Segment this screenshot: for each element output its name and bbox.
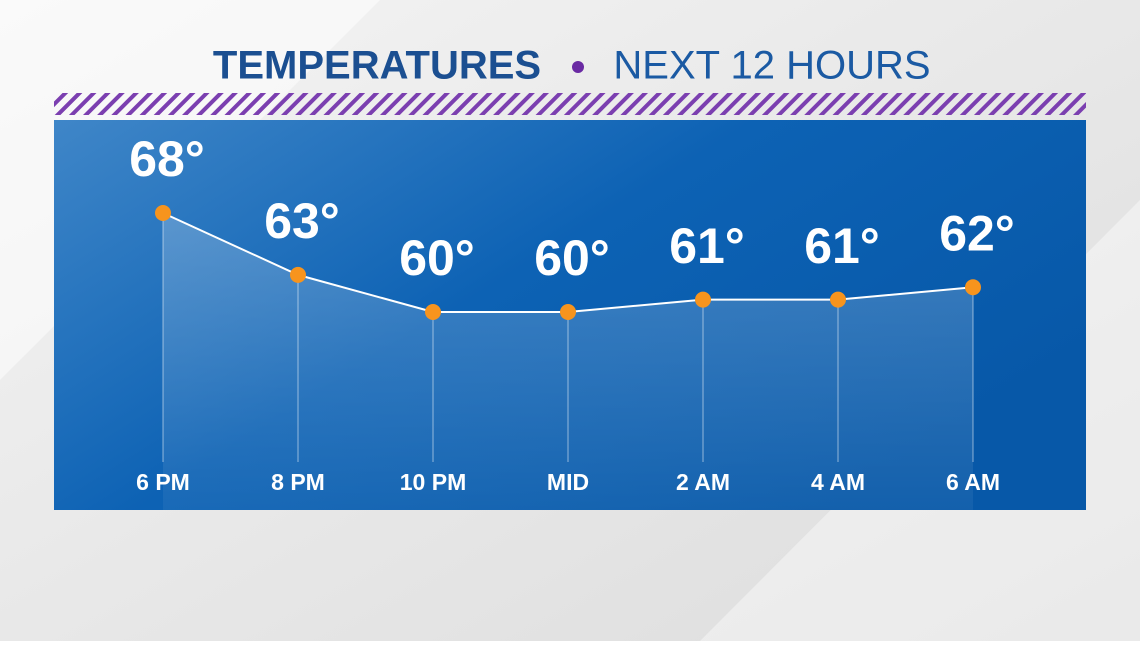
- chart-title: TEMPERATURES: [213, 44, 541, 88]
- x-tick-label: 2 AM: [676, 469, 730, 495]
- chart-subtitle: NEXT 12 HOURS: [613, 44, 930, 88]
- point: [425, 304, 441, 320]
- value-label: 60°: [534, 230, 610, 286]
- point: [965, 279, 981, 296]
- value-label: 68°: [129, 131, 205, 187]
- point: [695, 291, 711, 308]
- value-label: 60°: [399, 230, 475, 286]
- x-tick-label: 4 AM: [811, 469, 865, 495]
- value-label: 63°: [264, 193, 340, 249]
- value-label: 62°: [939, 205, 1015, 261]
- point: [155, 205, 171, 221]
- area: [163, 213, 973, 510]
- point: [560, 304, 576, 320]
- x-tick-label: 6 PM: [136, 469, 190, 495]
- x-tick-label: 6 AM: [946, 469, 1000, 495]
- plot: 68° 6 PM 63° 8 PM 60° 10 PM 60° MID 61° 2 AM 61° 4 …: [129, 131, 1015, 510]
- value-label: 61°: [669, 218, 745, 274]
- point: [290, 266, 306, 283]
- x-tick-label: 8 PM: [271, 469, 325, 495]
- title-separator: [572, 61, 584, 73]
- x-tick-label: 10 PM: [400, 469, 466, 495]
- x-tick-label: MID: [547, 469, 589, 495]
- hatch-bar: [54, 93, 1086, 115]
- value-label: 61°: [804, 218, 880, 274]
- point: [830, 291, 846, 308]
